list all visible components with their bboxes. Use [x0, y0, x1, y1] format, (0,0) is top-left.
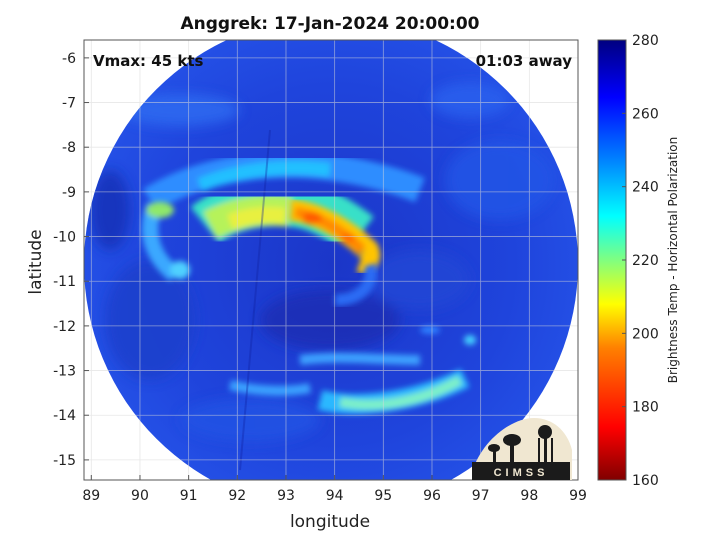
axes-frame — [83, 39, 579, 481]
northern-arc — [143, 151, 425, 212]
colorbar-tick-label: 280 — [632, 33, 659, 49]
y-tick-label: -8 — [62, 140, 76, 156]
colorbar-tick-label: 260 — [632, 106, 659, 122]
y-tick-label: -7 — [62, 96, 76, 112]
time-offset-label: 01:03 away — [475, 52, 572, 70]
y-tick-label: -9 — [62, 185, 76, 201]
x-tick-label: 91 — [180, 488, 198, 504]
swath-seam — [239, 129, 271, 471]
texture-patches — [90, 82, 555, 442]
y-tick-label: -6 — [62, 51, 76, 67]
colorbar-tick-label: 220 — [632, 253, 659, 269]
logo-text: CIMSS — [494, 467, 549, 479]
x-axis: 89 90 91 92 93 94 95 96 97 98 99 — [82, 475, 587, 504]
x-axis-label: longitude — [289, 512, 371, 532]
x-tick-label: 93 — [277, 488, 295, 504]
chart-title: Anggrek: 17-Jan-2024 20:00:00 — [180, 14, 480, 34]
y-tick-label: -13 — [53, 364, 76, 380]
colorbar-tick-label: 200 — [632, 326, 659, 342]
y-axis: -6 -7 -8 -9 -10 -11 -12 -13 -14 -15 — [53, 51, 89, 469]
x-tick-label: 95 — [374, 488, 392, 504]
colorbar-label: Brightness Temp - Horizontal Polarizatio… — [666, 136, 680, 384]
colorbar-ticks: 160 180 200 220 240 260 280 — [622, 33, 659, 489]
microwave-image — [84, 40, 578, 480]
colorbar-tick-label: 160 — [632, 473, 659, 489]
x-tick-label: 98 — [520, 488, 538, 504]
y-tick-label: -15 — [53, 453, 76, 469]
colorbar-tick-label: 180 — [632, 400, 659, 416]
curved-band-core — [288, 199, 381, 274]
y-tick-label: -12 — [53, 319, 76, 335]
y-tick-label: -10 — [53, 230, 76, 246]
cimss-logo: CIMSS — [472, 418, 572, 480]
y-tick-label: -11 — [53, 274, 76, 290]
colorbar — [597, 39, 627, 481]
x-tick-label: 97 — [472, 488, 490, 504]
vmax-label: Vmax: 45 kts — [93, 52, 204, 70]
western-arc — [142, 202, 190, 282]
x-tick-label: 89 — [82, 488, 100, 504]
x-tick-label: 90 — [131, 488, 149, 504]
x-tick-label: 92 — [228, 488, 246, 504]
y-tick-label: -14 — [53, 408, 76, 424]
x-tick-label: 94 — [326, 488, 344, 504]
x-tick-label: 99 — [569, 488, 587, 504]
inner-core — [334, 263, 377, 306]
x-tick-label: 96 — [423, 488, 441, 504]
colorbar-tick-label: 240 — [632, 180, 659, 196]
y-axis-label: latitude — [26, 229, 46, 295]
